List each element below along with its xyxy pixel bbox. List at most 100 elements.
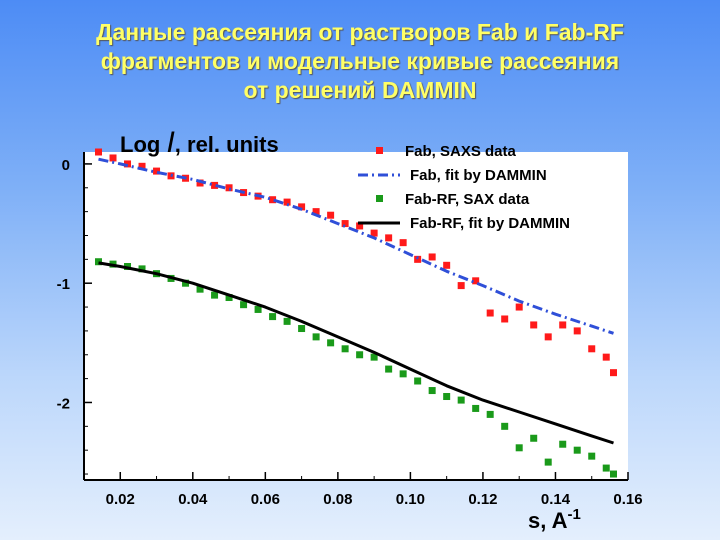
y-axis-label: Log I, rel. units [120,126,279,159]
data-point [225,294,233,302]
x-tick-labels: 0.02 0.04 0.06 0.08 0.10 0.12 0.14 0.16 [106,491,643,508]
series-2 [95,258,617,478]
data-point [283,198,291,206]
data-point [515,303,523,311]
data-point [312,333,320,341]
series-1 [98,157,614,335]
data-point [428,387,436,395]
data-point [443,393,451,401]
data-point [269,196,277,204]
y-axis-label-italic: I [166,126,174,159]
x-axis-label-sup: -1 [568,506,581,523]
data-point [559,440,567,448]
data-point [356,222,364,230]
slide-title-line-3: от решений DAMMIN [243,77,477,103]
data-point [414,377,422,385]
fit-line [98,157,614,335]
legend-label-fab-fit: Fab, fit by DAMMIN [410,167,547,184]
y-tick-label: -1 [57,276,70,293]
data-point [609,369,617,377]
data-point [109,154,117,162]
data-point [486,410,494,418]
data-point [559,321,567,329]
x-axis-label: s, A-1 [528,506,581,533]
data-point [544,458,552,466]
data-point [588,345,596,353]
data-point [443,261,451,269]
data-point [530,321,538,329]
axis-ticks [83,163,629,480]
y-axis-label-suffix: , rel. units [175,132,279,157]
data-point [457,282,465,290]
y-tick-labels: 0 -1 -2 [57,157,70,413]
x-tick-label: 0.02 [106,491,135,508]
data-point [225,184,233,192]
slide-title-line-1: Данные рассеяния от растворов Fab и Fab-… [96,19,624,45]
slide-title: Данные рассеяния от растворов Fab и Fab-… [0,18,720,105]
data-point [356,351,364,359]
data-point [399,370,407,378]
data-point [182,279,190,287]
x-tick-label: 0.08 [323,491,352,508]
legend-marker-fabrf-saxs [376,195,383,202]
plot-area-background [84,152,628,480]
data-point [327,339,335,347]
data-point [385,234,393,242]
data-point [573,446,581,454]
legend-label-fab-saxs: Fab, SAXS data [405,143,517,160]
data-point [544,333,552,341]
data-point [124,160,132,168]
y-tick-label: 0 [62,157,70,174]
data-point [341,220,349,228]
legend-label-fabrf-saxs: Fab-RF, SAX data [405,191,530,208]
y-tick-label: -2 [57,395,70,412]
data-point [588,452,596,460]
data-point [573,327,581,335]
series-3 [98,261,614,445]
data-point [515,444,523,452]
data-point [385,365,393,373]
x-tick-label: 0.06 [251,491,280,508]
legend-marker-fab-saxs [376,147,383,154]
data-point [254,305,262,313]
legend-item-fab-saxs: Fab, SAXS data [376,143,517,160]
data-point [153,167,161,175]
legend-label-fabrf-fit: Fab-RF, fit by DAMMIN [410,215,570,232]
data-point [95,148,103,156]
data-point [399,239,407,247]
x-tick-label: 0.14 [541,491,571,508]
x-tick-label: 0.16 [613,491,642,508]
data-point [283,317,291,325]
data-point [486,309,494,317]
data-point [298,325,306,333]
x-tick-label: 0.10 [396,491,425,508]
data-point [472,277,480,285]
data-point [269,313,277,321]
fit-line [98,261,614,445]
legend-item-fabrf-fit: Fab-RF, fit by DAMMIN [358,215,570,232]
x-tick-label: 0.04 [178,491,208,508]
data-point [312,208,320,216]
data-point [211,181,219,189]
data-point [211,291,219,299]
data-point [609,470,617,478]
legend-item-fabrf-saxs: Fab-RF, SAX data [376,191,530,208]
data-point [530,434,538,442]
data-point [370,353,378,361]
data-point [501,315,509,323]
data-point [472,404,480,412]
legend-item-fab-fit: Fab, fit by DAMMIN [358,167,547,184]
data-point [428,253,436,261]
data-point [602,353,610,361]
data-point [298,203,306,211]
slide-title-line-2: фрагментов и модельные кривые рассеяния [100,48,620,74]
x-axis-label-base: s, A [528,508,568,533]
data-point [196,179,204,187]
series-layer [95,148,617,478]
data-point [95,258,103,266]
data-point [327,211,335,219]
x-tick-label: 0.12 [468,491,497,508]
data-point [240,301,248,309]
data-point [138,265,146,273]
